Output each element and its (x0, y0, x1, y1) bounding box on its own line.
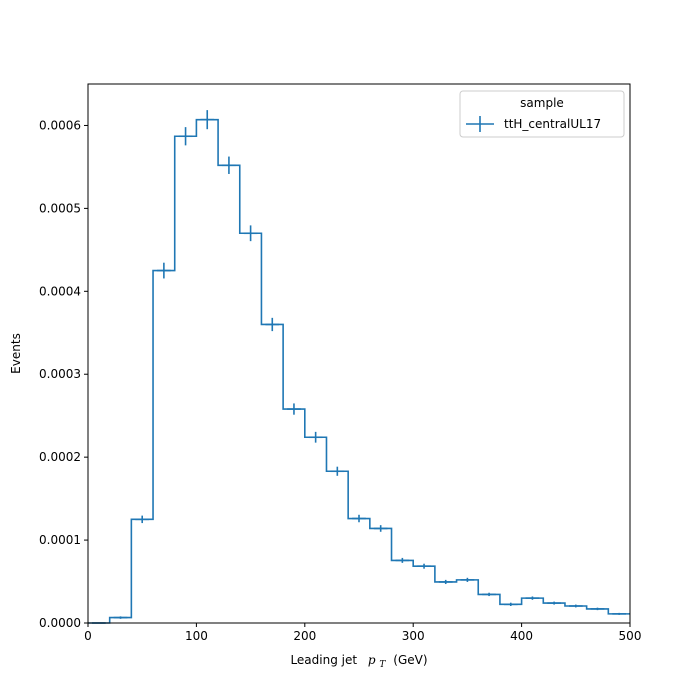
error-bar (547, 601, 561, 605)
y-axis-label: Events (9, 333, 23, 374)
x-tick-label: 300 (402, 629, 425, 643)
y-tick-label: 0.0001 (39, 533, 81, 547)
error-bar (460, 577, 475, 582)
legend-entries: ttH_centralUL17 (466, 116, 601, 132)
error-bar (503, 602, 518, 607)
plot-area (88, 84, 630, 623)
legend-label: ttH_centralUL17 (504, 117, 601, 131)
x-tick-label: 0 (84, 629, 92, 643)
error-bar (438, 579, 453, 585)
error-bar (395, 557, 410, 563)
series-layer (88, 110, 630, 624)
y-tick-label: 0.0003 (39, 367, 81, 381)
error-bar (482, 592, 496, 597)
x-axis-label-unit: (GeV) (393, 653, 427, 667)
error-bar (330, 466, 345, 476)
error-bar (525, 596, 540, 600)
error-bar (178, 127, 193, 146)
error-bar (612, 612, 626, 615)
error-bar (222, 156, 236, 174)
error-bar (135, 515, 150, 524)
legend-title: sample (520, 96, 564, 110)
y-axis: 0.0000 0.0001 0.0002 0.0003 0.0004 0.0005 0.00… (39, 118, 88, 630)
error-bar (265, 317, 280, 332)
x-axis-label-text: Leading jet (290, 653, 357, 667)
x-tick-label: 200 (293, 629, 316, 643)
error-bar (568, 604, 583, 608)
legend-entry: ttH_centralUL17 (466, 116, 601, 132)
legend-box (459, 90, 625, 138)
y-tick-label: 0.0002 (39, 450, 81, 464)
error-bar (287, 403, 301, 415)
x-axis-label-math-sub: T (379, 660, 386, 670)
y-tick-label: 0.0006 (39, 118, 81, 132)
y-tick-label: 0.0000 (39, 616, 81, 630)
x-axis-label: Leading jet p T (GeV) (290, 653, 427, 670)
x-tick-label: 100 (185, 629, 208, 643)
error-bar (590, 607, 605, 611)
error-bar (417, 563, 431, 569)
x-tick-label: 500 (619, 629, 642, 643)
error-bar (200, 110, 215, 130)
legend: sample ttH_centralUL17 (459, 90, 625, 138)
error-bar (373, 525, 388, 532)
x-axis-label-math: p (368, 653, 376, 667)
y-tick-label: 0.0004 (39, 284, 81, 298)
x-tick-label: 400 (510, 629, 533, 643)
error-bar (308, 431, 323, 443)
error-bar (352, 514, 366, 523)
error-bar (157, 262, 171, 279)
plot-frame (87, 83, 631, 624)
x-axis: 0 100 200 300 400 500 (84, 623, 641, 643)
error-bar (243, 225, 258, 242)
y-tick-label: 0.0005 (39, 201, 81, 215)
error-bar (113, 616, 128, 619)
